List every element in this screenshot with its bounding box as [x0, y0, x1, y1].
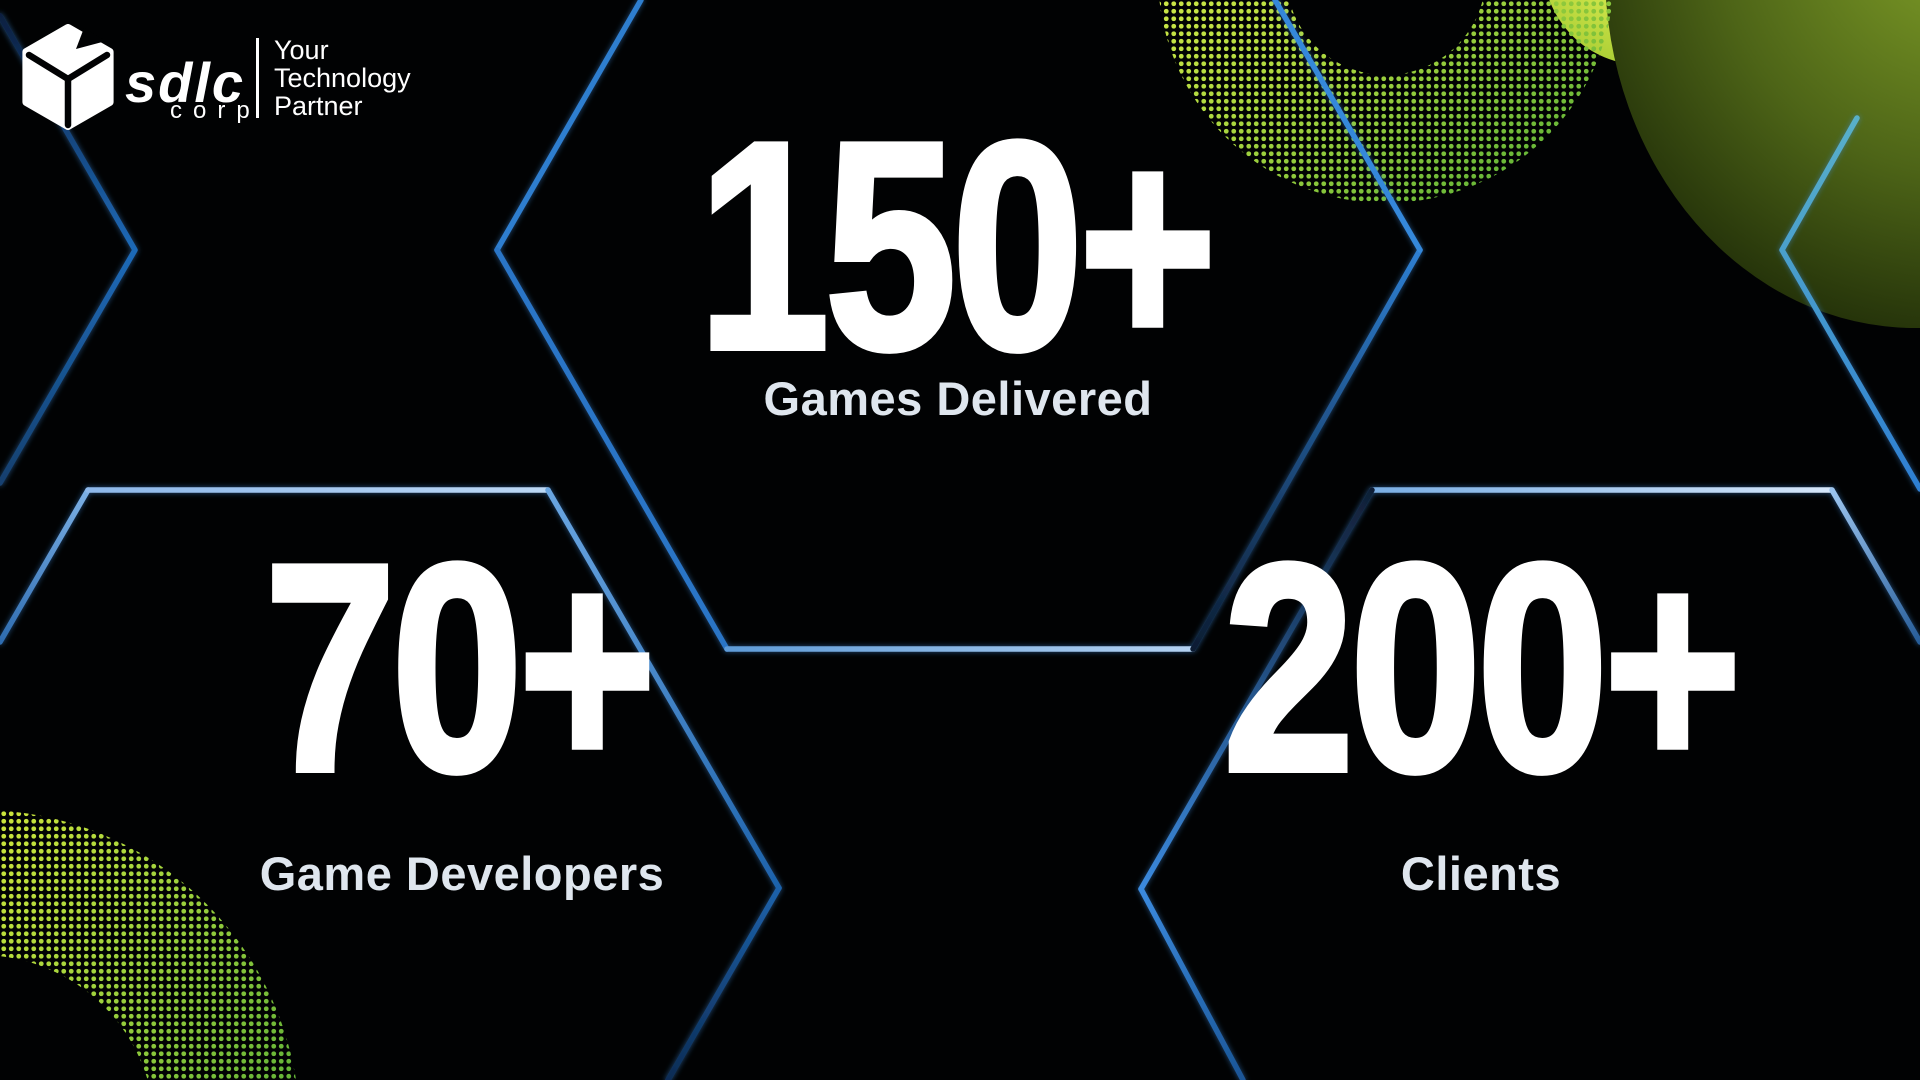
stat-label-games-delivered: Games Delivered — [763, 372, 1153, 425]
brand-subname: corp — [170, 97, 261, 124]
stat-value-games-delivered: 150+ — [696, 80, 1220, 411]
hexagon-center — [494, 0, 1423, 652]
logo-divider — [256, 38, 259, 118]
sdlc-cube-logo-icon — [22, 24, 114, 130]
tagline-line-3: Partner — [274, 91, 363, 121]
olive-blob — [1606, 0, 1920, 328]
halftone-donut-top-right — [1159, 0, 1613, 203]
tagline-line-1: Your — [274, 35, 329, 65]
hexagon-left — [0, 487, 782, 1080]
stat-value-game-developers: 70+ — [262, 502, 659, 833]
hexagon-right — [1138, 487, 1920, 1080]
tagline-line-2: Technology — [274, 63, 411, 93]
brand-logo: sdlc corp Your Technology Partner — [0, 0, 480, 150]
hexagon-fragment-right — [1779, 115, 1920, 492]
halftone-donut-bottom-left — [0, 810, 296, 1080]
stat-label-clients: Clients — [1400, 847, 1562, 900]
brand-tagline: Your Technology Partner — [274, 36, 411, 120]
stat-label-game-developers: Game Developers — [259, 847, 665, 900]
stat-value-clients: 200+ — [1221, 502, 1745, 833]
brand-name: sdlc — [125, 51, 246, 114]
